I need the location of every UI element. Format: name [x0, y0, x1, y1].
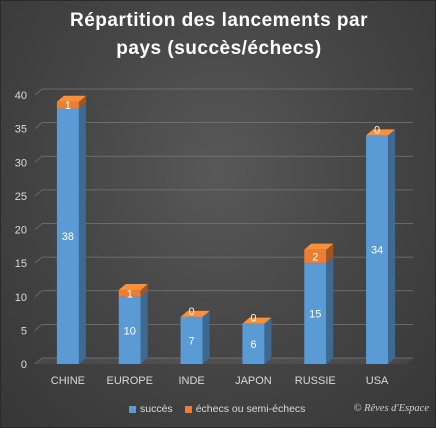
x-tick-label-russie: RUSSIE	[295, 375, 336, 387]
gridline-diag-35	[34, 122, 43, 129]
data-label-success-inde: 7	[189, 335, 195, 347]
gridline-diag-10	[34, 290, 43, 298]
bar-failure-chine-front	[56, 101, 79, 109]
bar-success-europe-side	[140, 290, 148, 364]
bar-success-japon-front	[242, 323, 265, 364]
bar-failure-chine-top	[56, 95, 86, 102]
bar-failure-japon-top	[242, 317, 272, 324]
bar-failure-europe-front	[118, 290, 141, 297]
gridline-diag-25	[34, 189, 43, 197]
data-label-failure-inde: 0	[189, 306, 195, 318]
bar-success-usa-front	[366, 135, 389, 364]
gridline-diag-20	[34, 223, 43, 230]
legend-label-success: succès	[140, 403, 173, 415]
data-label-success-usa: 34	[371, 245, 383, 257]
chart-title-line-1: Répartition des lancements par	[70, 10, 368, 31]
data-label-failure-europe: 1	[127, 288, 133, 300]
data-label-failure-chine: 1	[65, 100, 71, 112]
data-label-failure-russie: 2	[312, 251, 318, 263]
bar-failure-russie-top	[304, 243, 334, 250]
gridline-diag-5	[34, 324, 43, 331]
legend-swatch-success	[129, 405, 136, 413]
data-label-success-russie: 15	[309, 309, 321, 321]
data-label-success-chine: 38	[62, 231, 74, 243]
chart-floor	[35, 358, 413, 364]
bar-failure-russie-side	[326, 243, 334, 264]
bar-success-usa-side	[388, 129, 396, 364]
y-tick-label-0: 0	[21, 359, 27, 371]
x-tick-label-usa: USA	[366, 375, 389, 387]
gridline-diag-40	[34, 88, 43, 96]
data-label-failure-japon: 0	[250, 313, 256, 325]
gridline-diag-0	[34, 357, 43, 365]
copyright-text: © Rêves d'Espace	[353, 403, 429, 414]
x-tick-label-inde: INDE	[178, 375, 204, 387]
y-tick-label-10: 10	[15, 292, 27, 304]
chart-title-line-2: pays (succès/échecs)	[116, 38, 322, 59]
gridline-diag-15	[34, 256, 43, 264]
bar-failure-europe-side	[140, 284, 148, 297]
x-tick-label-japon: JAPON	[235, 375, 272, 387]
chart-title: Répartition des lancements par pays (suc…	[1, 7, 436, 63]
bar-success-chine-front	[56, 108, 79, 364]
x-tick-label-europe: EUROPE	[107, 375, 153, 387]
bar-success-europe-front	[118, 296, 141, 364]
legend-item-failure: échecs ou semi-échecs	[184, 403, 306, 415]
bar-success-inde-side	[202, 310, 210, 364]
data-label-success-europe: 10	[124, 325, 136, 337]
y-tick-label-15: 15	[15, 258, 27, 270]
data-label-success-japon: 6	[250, 339, 256, 351]
legend-label-failure: échecs ou semi-échecs	[195, 403, 306, 415]
bar-failure-europe-top	[118, 284, 148, 291]
bar-success-russie-front	[304, 263, 327, 364]
data-label-failure-usa: 0	[374, 124, 380, 136]
bar-failure-chine-side	[78, 95, 86, 109]
bar-failure-usa-top	[366, 129, 396, 136]
y-tick-label-25: 25	[15, 191, 27, 203]
x-tick-label-chine: CHINE	[51, 375, 85, 387]
bar-failure-russie-front	[304, 249, 327, 264]
y-tick-label-40: 40	[15, 90, 27, 102]
y-tick-label-5: 5	[21, 325, 27, 337]
chart-legend: succès échecs ou semi-échecs	[129, 403, 317, 415]
legend-swatch-failure	[184, 405, 192, 413]
bar-success-inde-front	[180, 316, 203, 364]
bar-success-japon-side	[264, 317, 272, 364]
y-tick-label-20: 20	[15, 225, 27, 237]
y-tick-label-35: 35	[15, 124, 27, 136]
gridline-diag-30	[34, 155, 43, 163]
bar-failure-inde-top	[180, 310, 210, 317]
y-tick-label-30: 30	[15, 157, 27, 169]
bar-success-chine-side	[78, 102, 86, 364]
bar-success-russie-side	[326, 257, 334, 364]
legend-item-success: succès	[129, 403, 173, 415]
